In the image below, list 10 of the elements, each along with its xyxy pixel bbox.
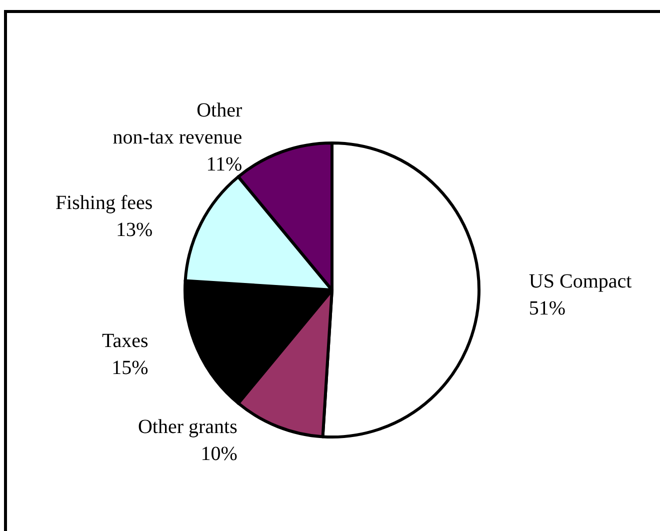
slice-label: Fishing fees: [55, 192, 153, 214]
slice-label: US Compact: [528, 270, 632, 293]
slice-label: Taxes: [102, 330, 149, 352]
data-label: 13%: [116, 218, 153, 241]
data-label: 15%: [112, 356, 148, 379]
data-label: 10%: [200, 443, 238, 466]
slice-label: Other grants: [138, 416, 238, 438]
data-label: 51%: [528, 298, 566, 320]
slice-label: Other non-tax revenue: [112, 100, 242, 149]
data-label: 11%: [206, 154, 242, 176]
